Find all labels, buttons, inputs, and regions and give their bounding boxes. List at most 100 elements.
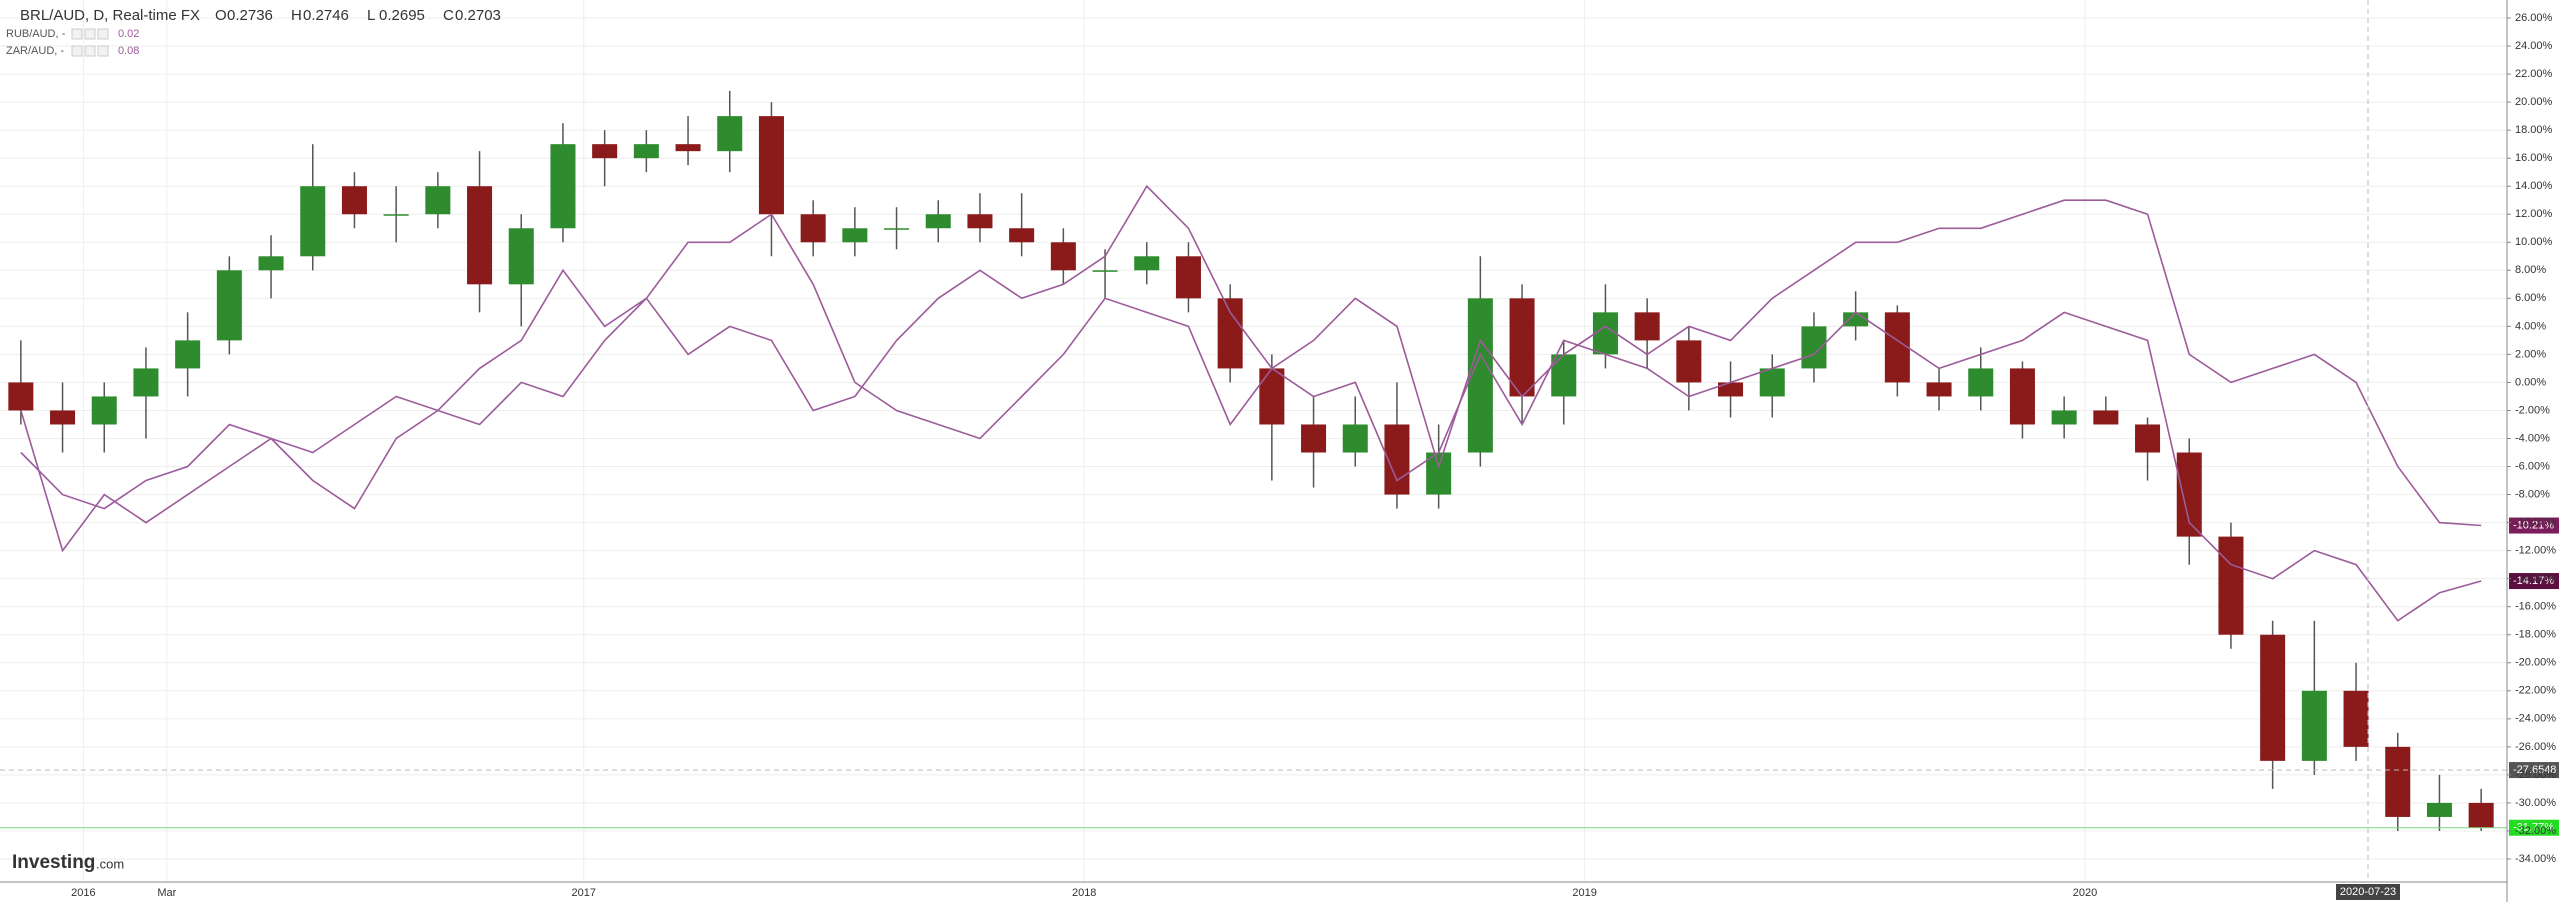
- candle-body: [1759, 368, 1785, 397]
- candle-body: [675, 144, 701, 152]
- y-tick-label: 2.00%: [2515, 348, 2546, 360]
- legend-button: [71, 45, 83, 57]
- y-tick-label: -18.00%: [2515, 629, 2556, 641]
- candle-body: [1843, 312, 1869, 327]
- legend-name: ZAR/AUD, -: [6, 45, 64, 57]
- y-tick-label: -32.00%: [2515, 825, 2556, 837]
- plot-area: [8, 90, 2494, 831]
- crosshair-y-bg: [2509, 762, 2559, 779]
- candle-body: [1926, 382, 1952, 397]
- price-label-bg: [2509, 517, 2559, 534]
- legend-button: [84, 45, 96, 57]
- candle-body: [1551, 354, 1577, 397]
- legend-button: [97, 28, 109, 40]
- y-tick-label: -12.00%: [2515, 545, 2556, 557]
- candle-body: [1592, 312, 1618, 355]
- candle-body: [1301, 424, 1327, 453]
- y-tick-label: 24.00%: [2515, 40, 2553, 52]
- candle-body: [341, 186, 367, 215]
- legend-name: RUB/AUD, -: [6, 28, 66, 40]
- y-tick-label: -30.00%: [2515, 797, 2556, 809]
- candle-body: [2260, 634, 2286, 761]
- candle-body: [1676, 340, 1702, 383]
- candle-body: [2218, 536, 2244, 635]
- y-tick-label: -16.00%: [2515, 601, 2556, 613]
- candle-body: [2176, 452, 2202, 537]
- candle-body: [258, 256, 284, 271]
- crosshair-x-bg: [2336, 884, 2400, 900]
- candle-body: [1050, 242, 1076, 271]
- candle-body: [1718, 382, 1744, 397]
- candle-body: [2343, 690, 2369, 747]
- candle-body: [50, 410, 76, 425]
- y-tick-label: 22.00%: [2515, 68, 2553, 80]
- x-tick-label: 2018: [1072, 887, 1096, 899]
- candle-body: [633, 144, 659, 159]
- ohlc-key: O: [215, 7, 227, 24]
- price-label: -31.77%: [2513, 822, 2554, 834]
- candle-body: [2385, 746, 2411, 817]
- y-tick-label: 10.00%: [2515, 236, 2553, 248]
- series-line: [20, 184, 2482, 553]
- y-tick-label: 4.00%: [2515, 320, 2546, 332]
- candle-body: [1217, 298, 1243, 369]
- ohlc-value: 0.2746: [303, 7, 349, 24]
- y-tick-label: -6.00%: [2515, 460, 2550, 472]
- candle-body: [216, 270, 242, 341]
- y-tick-label: 18.00%: [2515, 124, 2553, 136]
- candle-body: [1509, 298, 1535, 397]
- x-tick-label: Mar: [157, 887, 176, 899]
- price-label-bg: [2509, 573, 2559, 590]
- candle-body: [1968, 368, 1994, 397]
- candle-body: [1634, 312, 1660, 341]
- ohlc-value: 0.2695: [379, 7, 425, 24]
- header-title: BRL/AUD, D, Real-time FX: [20, 7, 200, 24]
- y-tick-label: 6.00%: [2515, 292, 2546, 304]
- candle-body: [592, 144, 618, 159]
- ohlc-key: L: [367, 7, 375, 24]
- y-tick-label: 0.00%: [2515, 376, 2546, 388]
- candle-body: [467, 186, 493, 285]
- candle-body: [925, 214, 951, 229]
- legend-button: [71, 28, 83, 40]
- candle-body: [758, 116, 784, 215]
- y-tick-label: -2.00%: [2515, 404, 2550, 416]
- y-tick-label: -24.00%: [2515, 713, 2556, 725]
- y-tick-label: -8.00%: [2515, 488, 2550, 500]
- candle-body: [91, 396, 117, 425]
- legend-button: [84, 28, 96, 40]
- x-tick-label: 2020: [2073, 887, 2097, 899]
- y-tick-label: 8.00%: [2515, 264, 2546, 276]
- logo-suffix: .com: [96, 856, 124, 871]
- y-tick-label: -10.00%: [2515, 517, 2556, 529]
- y-tick-label: -28.00%: [2515, 769, 2556, 781]
- ohlc-key: H: [291, 7, 302, 24]
- candle-body: [2135, 424, 2161, 453]
- candle-body: [300, 186, 326, 257]
- candle-body: [1175, 256, 1201, 299]
- x-tick-label: 2017: [572, 887, 596, 899]
- price-label: -10.21%: [2513, 519, 2554, 531]
- candle-body: [550, 144, 576, 229]
- ohlc-key: C: [443, 7, 454, 24]
- y-tick-label: -14.00%: [2515, 573, 2556, 585]
- y-tick-label: -20.00%: [2515, 657, 2556, 669]
- x-tick-label: 2016: [71, 887, 95, 899]
- candle-body: [1134, 256, 1160, 271]
- candle-body: [2051, 410, 2077, 425]
- y-tick-label: 26.00%: [2515, 12, 2553, 24]
- legend: BRL/AUD, D, Real-time FX O 0.2736 H 0.2746 L 0…: [6, 7, 501, 57]
- legend-value: 0.08: [118, 45, 139, 57]
- y-tick-label: -22.00%: [2515, 685, 2556, 697]
- candle-body: [1092, 270, 1118, 272]
- candle-body: [383, 214, 409, 216]
- legend-value: 0.02: [118, 28, 139, 40]
- crosshair-y-label: -27.6548: [2513, 764, 2556, 776]
- series-line: [20, 213, 2482, 622]
- y-tick-label: 20.00%: [2515, 96, 2553, 108]
- candle-body: [175, 340, 201, 369]
- candle-body: [425, 186, 451, 215]
- legend-button: [97, 45, 109, 57]
